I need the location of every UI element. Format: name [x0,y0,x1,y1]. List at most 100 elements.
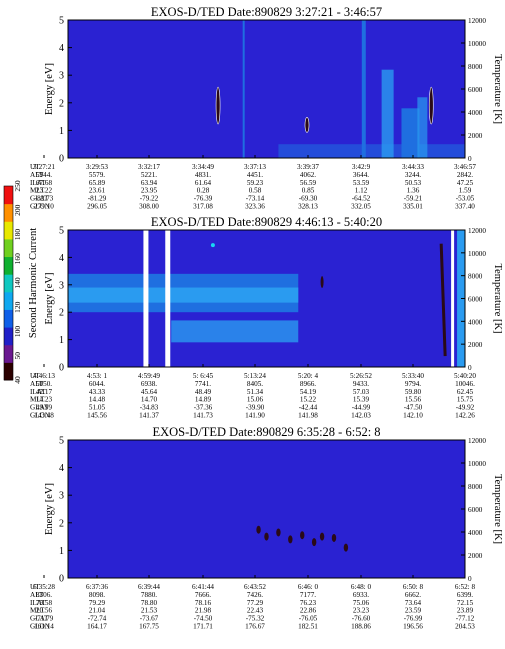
colorbar-tick-label: 50 [13,352,22,360]
intensity-spot [300,531,305,540]
y-tick-label: 1 [59,335,64,346]
ephemeris-value: 4831. [195,171,211,179]
colorbar-segment [4,256,13,275]
ephemeris-value: 77.29 [247,599,264,607]
ephemeris-value: 182.51 [298,623,318,631]
colorbar-tick-label: 180 [13,229,22,241]
colorbar-segment [4,203,13,222]
ephemeris-row-label: ILAT [30,388,46,396]
ephemeris-value: 145.56 [87,412,107,420]
ephemeris-value: 3:34:49 [192,163,214,171]
ephemeris-value: 164.17 [87,623,107,631]
ephemeris-value: -73.14 [246,195,265,203]
intensity-spot [215,86,221,125]
y-tick-label: 5 [59,226,64,237]
y2-tick-label: 0 [468,155,472,163]
y2-tick-label: 2000 [468,341,483,349]
colorbar-tick-label: 160 [13,253,22,265]
ephemeris-value: 0.58 [249,187,262,195]
ephemeris-value: 59.80 [405,388,422,396]
ephemeris-value: 3:27:21 [33,163,55,171]
ephemeris-value: 6:43:52 [244,583,266,591]
y2-tick-label: 6000 [468,296,483,304]
ephemeris-value: -76.99 [404,615,423,623]
ephemeris-value: 3644. [353,171,369,179]
ephemeris-row-label: ILAT [30,599,46,607]
ephemeris-value: 5:26:52 [350,372,372,380]
ephemeris-row-label: GLAT [30,615,49,623]
y-tick-label: 2 [59,98,64,109]
ephemeris-value: 47.25 [457,179,474,187]
ephemeris-value: 4062. [300,171,316,179]
ephemeris-value: 49.99 [36,404,53,412]
ephemeris-value: 6:46: 0 [298,583,319,591]
ephemeris-value: -75.32 [246,615,265,623]
y-tick-label: 2 [59,308,64,319]
ephemeris-value: -76.60 [352,615,371,623]
ephemeris-value: -82.73 [35,195,54,203]
ephemeris-value: 196.56 [403,623,423,631]
y-tick-label: 3 [59,491,64,502]
panel-title: EXOS-D/TED Date:890829 4:46:13 - 5:40:20 [151,215,382,229]
y2-tick-label: 10000 [468,40,486,48]
intensity-spot [276,528,281,537]
ephemeris-value: 9794. [405,380,421,388]
ephemeris-value: 5: 6:45 [193,372,214,380]
ephemeris-value: 171.71 [193,623,213,631]
ephemeris-value: 7741. [195,380,211,388]
ephemeris-value: 188.86 [351,623,371,631]
ephemeris-value: 3:44:33 [402,163,424,171]
ephemeris-value: -81.29 [88,195,107,203]
intensity-spot [343,543,349,552]
ephemeris-value: 22.43 [247,607,264,615]
y2-tick-label: 8000 [468,273,483,281]
y-tick-label: 4 [59,43,64,54]
ephemeris-row-label: MLT [30,396,45,404]
y-axis-label: Energy [eV] [44,273,55,325]
y2-tick-label: 6000 [468,506,483,514]
ephemeris-value: 51.05 [89,404,106,412]
ephemeris-row-label: ILAT [30,179,46,187]
ephemeris-value: 3:39:37 [297,163,319,171]
ephemeris-value: 142.26 [455,412,475,420]
ephemeris-value: 54.19 [300,388,317,396]
spectrogram-features [215,20,465,158]
colorbar-tick-label: 40 [13,376,22,384]
ephemeris-value: 328.13 [298,203,318,211]
ephemeris-value: 14.23 [36,396,53,404]
ephemeris-value: 3:42:9 [352,163,371,171]
ephemeris-value: 23.61 [89,187,106,195]
y2-tick-label: 0 [468,575,472,583]
ephemeris-value: 0.28 [197,187,210,195]
ephemeris-value: 141.73 [193,412,213,420]
energy-band [68,287,299,303]
ephemeris-value: 2842. [457,171,473,179]
ephemeris-value: 3:37:13 [244,163,266,171]
ephemeris-value: 4451. [247,171,263,179]
spectrogram-features [68,230,466,367]
y-axis-label: Energy [eV] [44,483,55,535]
ephemeris-value: 5579. [89,171,105,179]
colorbar-segment [4,327,13,346]
ephemeris-value: 323.36 [245,203,265,211]
ephemeris-value: -69.30 [299,195,318,203]
colorbar-tick-label: 140 [13,277,22,289]
ephemeris-value: 6:50: 8 [403,583,424,591]
ephemeris-value: 43.33 [89,388,106,396]
colorbar-segment [4,362,13,381]
y-tick-label: 0 [59,363,64,374]
ephemeris-value: 0.85 [302,187,315,195]
panel-3: EXOS-D/TED Date:890829 6:35:28 - 6:52: 8… [30,425,503,631]
ephemeris-value: 63.94 [141,179,158,187]
ephemeris-value: 10046. [455,380,475,388]
ephemeris-value: 4:59:49 [138,372,160,380]
ephemeris-table: UT3:27:21 3:29:53 3:32:17 3:34:49 3:37:13 3:3… [30,163,476,211]
ephemeris-value: 6044. [89,380,105,388]
ephemeris-value: 56.59 [300,179,317,187]
ephemeris-value: 21.98 [195,607,212,615]
ephemeris-value: 23.23 [353,607,370,615]
ephemeris-value: 79.29 [89,599,106,607]
ephemeris-value: -72.74 [88,615,107,623]
colorbar-frame [3,185,14,381]
